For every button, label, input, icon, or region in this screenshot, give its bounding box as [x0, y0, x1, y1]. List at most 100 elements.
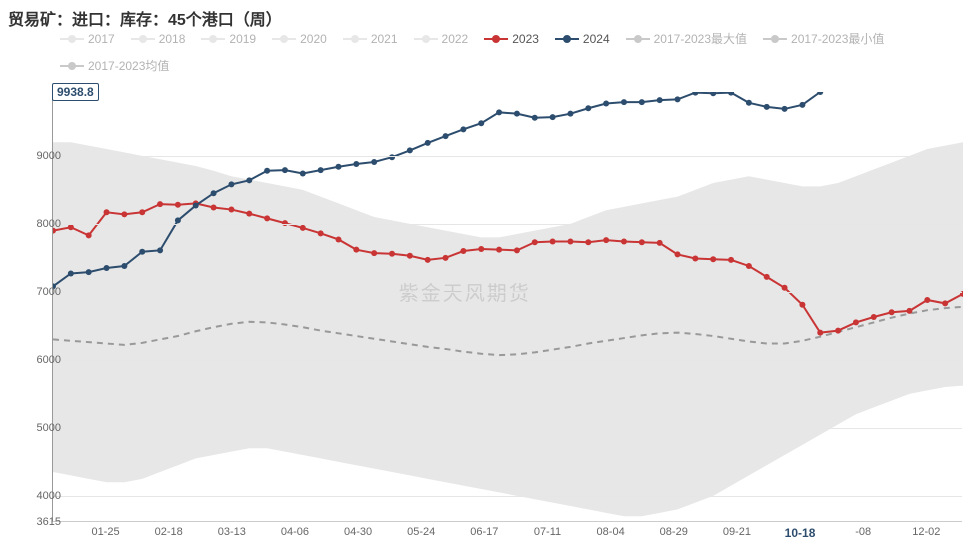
series-2023-point	[300, 225, 306, 231]
series-2024-point	[675, 96, 681, 102]
series-2023-point	[728, 257, 734, 263]
series-2024-point	[710, 92, 716, 96]
gridline	[53, 156, 962, 157]
series-2023-point	[425, 257, 431, 263]
series-2024-point	[371, 159, 377, 165]
series-2023-point	[407, 253, 413, 259]
legend-item-2017-2023最小值[interactable]: 2017-2023最小值	[763, 30, 884, 47]
series-2024-point	[193, 202, 199, 208]
legend-swatch-icon	[555, 34, 579, 44]
series-2023-point	[889, 309, 895, 315]
chart-container: 贸易矿：进口：库存：45个港口（周） 201720182019202020212…	[0, 0, 977, 555]
series-2024-point	[407, 147, 413, 153]
legend-label: 2022	[442, 32, 469, 46]
series-2024-point	[86, 269, 92, 275]
series-2023-point	[746, 263, 752, 269]
series-2024-point	[532, 115, 538, 121]
legend-swatch-icon	[343, 34, 367, 44]
series-2023-point	[496, 247, 502, 253]
series-2023-point	[121, 211, 127, 217]
x-tick-label: 01-25	[91, 526, 119, 538]
series-2023-point	[942, 300, 948, 306]
series-2023-point	[86, 232, 92, 238]
series-2023-point	[585, 239, 591, 245]
legend-swatch-icon	[484, 34, 508, 44]
series-2024-point	[139, 249, 145, 255]
series-2024-point	[550, 114, 556, 120]
legend-item-2023[interactable]: 2023	[484, 30, 539, 47]
series-2023-point	[104, 209, 110, 215]
legend-item-2024[interactable]: 2024	[555, 30, 610, 47]
series-2024-point	[335, 164, 341, 170]
chart-title: 贸易矿：进口：库存：45个港口（周）	[8, 6, 282, 30]
series-2023-point	[567, 239, 573, 245]
legend-item-2020[interactable]: 2020	[272, 30, 327, 47]
series-2024-point	[104, 265, 110, 271]
series-2023-point	[621, 239, 627, 245]
series-2024-point	[300, 171, 306, 177]
series-2024-point	[443, 133, 449, 139]
series-2024-point	[121, 263, 127, 269]
legend-label: 2024	[583, 32, 610, 46]
legend-swatch-icon	[201, 34, 225, 44]
legend-swatch-icon	[60, 34, 84, 44]
series-2023-point	[443, 255, 449, 261]
series-2023-point	[657, 240, 663, 246]
series-2023-point	[924, 297, 930, 303]
series-2023-point	[871, 314, 877, 320]
series-2024-point	[211, 190, 217, 196]
legend-label: 2023	[512, 32, 539, 46]
series-2023-point	[906, 308, 912, 314]
series-2024-point	[282, 167, 288, 173]
x-tick-label: 04-06	[281, 526, 309, 538]
series-2024-point	[567, 111, 573, 117]
series-2023-point	[799, 302, 805, 308]
series-2024-point	[157, 247, 163, 253]
series-2024-point	[692, 92, 698, 96]
range-band	[53, 142, 963, 516]
series-2024-point	[318, 167, 324, 173]
x-tick-label: 06-17	[470, 526, 498, 538]
gridline	[53, 496, 962, 497]
series-2023-point	[353, 247, 359, 253]
y-tick-label: 4000	[11, 490, 61, 502]
series-2024-point	[603, 100, 609, 106]
x-tick-label: 02-18	[155, 526, 183, 538]
series-2023-point	[835, 328, 841, 334]
series-2023-point	[675, 251, 681, 257]
x-tick-label: 03-13	[218, 526, 246, 538]
x-tick-label: 08-29	[660, 526, 688, 538]
legend-label: 2018	[159, 32, 186, 46]
series-2024-point	[764, 104, 770, 110]
legend-item-2019[interactable]: 2019	[201, 30, 256, 47]
series-2023-point	[157, 201, 163, 207]
series-2024-point	[657, 97, 663, 103]
series-2024-point	[746, 100, 752, 106]
x-tick-label: 12-02	[912, 526, 940, 538]
y-tick-label: 5000	[11, 422, 61, 434]
series-2023-point	[264, 215, 270, 221]
series-2023-point	[710, 256, 716, 262]
legend-swatch-icon	[60, 61, 84, 71]
legend-swatch-icon	[763, 34, 787, 44]
legend-item-2018[interactable]: 2018	[131, 30, 186, 47]
series-2023-point	[764, 274, 770, 280]
series-2024-point	[228, 181, 234, 187]
legend-swatch-icon	[272, 34, 296, 44]
series-2024-point	[246, 177, 252, 183]
gridline	[53, 428, 962, 429]
series-2024-point	[585, 105, 591, 111]
series-2024-point	[175, 217, 181, 223]
series-2023-point	[175, 202, 181, 208]
series-2023-point	[335, 236, 341, 242]
x-tick-label: 05-24	[407, 526, 435, 538]
legend-item-2017-2023最大值[interactable]: 2017-2023最大值	[626, 30, 747, 47]
legend-item-2017-2023均值[interactable]: 2017-2023均值	[60, 57, 169, 74]
legend: 2017 2018 2019 2020 2021 2022 2023 2024 2017-202…	[60, 30, 967, 74]
legend-item-2017[interactable]: 2017	[60, 30, 115, 47]
y-tick-label: 3615	[11, 516, 61, 528]
x-tick-label: 10-18	[785, 526, 816, 540]
legend-item-2021[interactable]: 2021	[343, 30, 398, 47]
legend-item-2022[interactable]: 2022	[414, 30, 469, 47]
series-2024-point	[514, 111, 520, 117]
